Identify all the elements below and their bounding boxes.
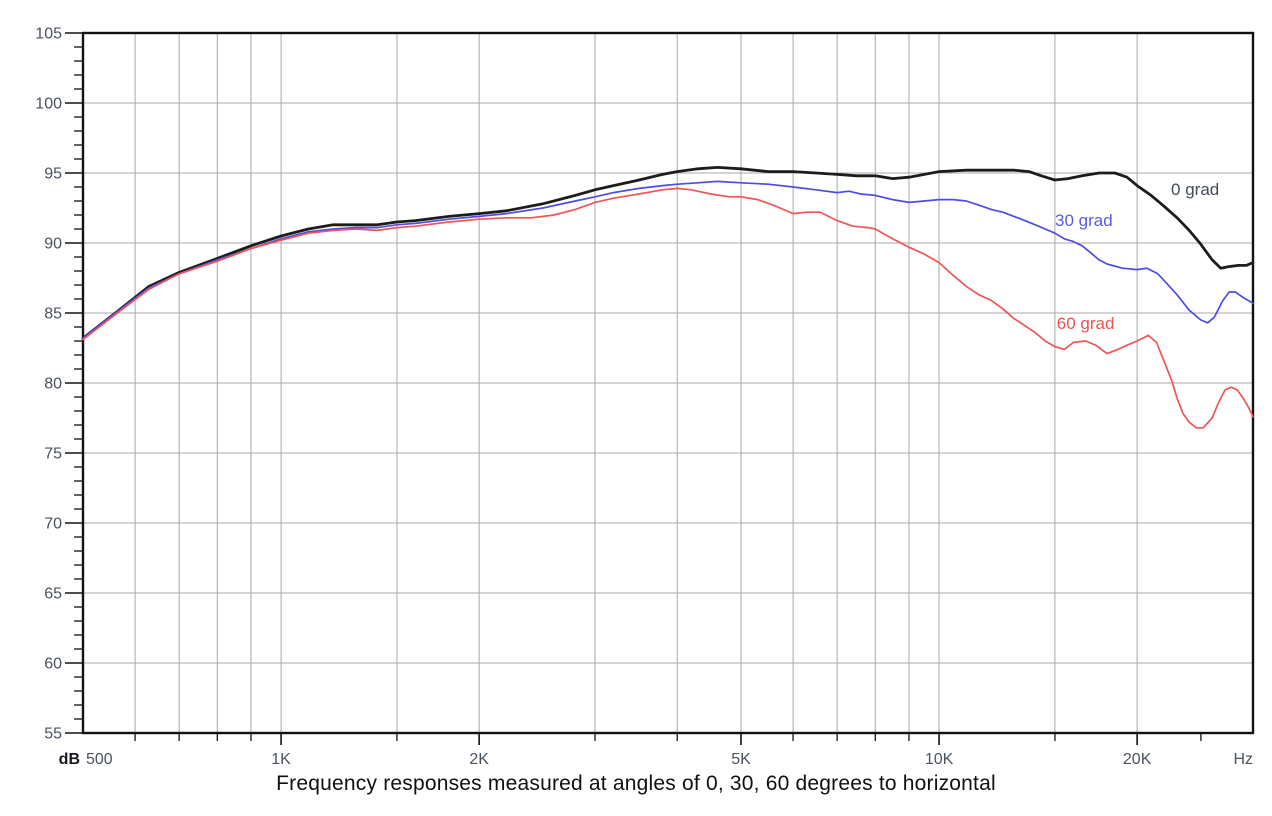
x-tick-label-1K: 1K: [271, 751, 291, 768]
x-tick-label-10K: 10K: [925, 751, 954, 768]
y-tick-label-65: 65: [44, 586, 62, 603]
curve-60-grad: [82, 187, 1254, 429]
curve-label-0-grad: 0 grad: [1171, 179, 1220, 199]
y-tick-label-105: 105: [35, 26, 62, 43]
x-tick-label-2K: 2K: [469, 751, 489, 768]
y-tick-label-75: 75: [44, 446, 62, 463]
y-tick-label-90: 90: [44, 236, 62, 253]
curve-0-grad: [81, 165, 1255, 340]
x-axis-unit-label: Hz: [1233, 751, 1253, 768]
chart-caption: Frequency responses measured at angles o…: [276, 772, 996, 795]
curve-label-60-grad: 60 grad: [1056, 314, 1115, 334]
y-tick-label-85: 85: [44, 306, 62, 323]
x-tick-label-20K: 20K: [1123, 751, 1152, 768]
y-axis-unit-label: dB: [58, 751, 80, 768]
y-tick-label-55: 55: [44, 726, 62, 743]
y-tick-label-80: 80: [44, 376, 62, 393]
curve-label-30-grad: 30 grad: [1055, 210, 1113, 230]
y-tick-label-100: 100: [35, 96, 62, 113]
plot-border: [81, 31, 1255, 735]
y-tick-label-95: 95: [44, 166, 62, 183]
y-tick-label-60: 60: [44, 656, 62, 673]
curve-30-grad: [82, 180, 1254, 340]
x-tick-label-5K: 5K: [731, 751, 751, 768]
x-tick-label-500: 500: [86, 751, 113, 768]
y-tick-label-70: 70: [44, 516, 62, 533]
